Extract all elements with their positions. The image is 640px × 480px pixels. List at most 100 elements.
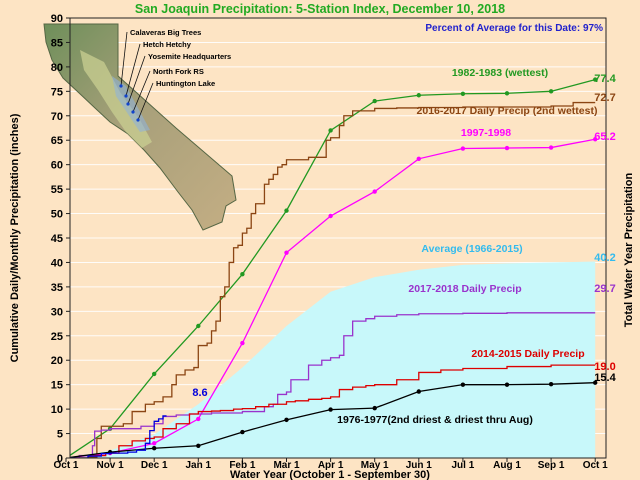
x-tick-label: Oct 1 (53, 460, 78, 471)
series-name-label-5: 1976-1977(2nd driest & driest thru Aug) (337, 414, 533, 426)
series-point-0 (328, 128, 333, 133)
series-total-label-0: 77.4 (594, 73, 616, 85)
series-point-2 (284, 250, 289, 255)
series-point-0 (284, 208, 289, 213)
map-station-label: Calaveras Big Trees (130, 28, 201, 37)
map-station-markers (119, 31, 154, 122)
map-station-label: Hetch Hetchy (143, 40, 192, 49)
series-name-label-3: 2017-2018 Daily Precip (408, 283, 521, 295)
series-point-0 (372, 98, 377, 104)
y-tick-label: 0 (57, 453, 63, 465)
series-name-label-4: 2014-2015 Daily Precip (471, 348, 584, 360)
map-station-label: Yosemite Headquarters (148, 52, 231, 61)
series-point-0 (593, 77, 598, 82)
percent-of-average-note: Percent of Average for this Date: 97% (425, 23, 603, 34)
series-point-5 (240, 429, 245, 435)
y-tick-label: 60 (51, 160, 63, 172)
series-point-0 (240, 271, 245, 277)
y-tick-label: 70 (51, 111, 63, 123)
map-station-label: North Fork RS (153, 67, 204, 76)
chart-marks (70, 77, 598, 458)
y-axis-ticks: 0 5 10 15 20 25 30 35 40 45 50 55 60 65 70 75 80 85 90 (51, 13, 70, 465)
series-point-2 (504, 145, 510, 151)
series-point-0 (416, 93, 421, 98)
map-station-label: Huntington Lake (156, 79, 215, 88)
y-tick-label: 25 (51, 331, 63, 343)
series-total-label-5: 15.4 (594, 372, 616, 384)
series-point-2 (152, 441, 157, 446)
x-tick-label: Mar 1 (273, 460, 300, 471)
y-tick-label: 15 (51, 380, 63, 392)
average-total-label: 40.2 (594, 252, 615, 264)
y-tick-label: 90 (51, 13, 63, 25)
x-tick-label: Feb 1 (229, 460, 256, 471)
series-point-2 (416, 156, 421, 161)
y-tick-label: 85 (51, 37, 63, 49)
map-station-dot (119, 84, 123, 88)
map-station-dot (136, 118, 140, 122)
x-tick-label: Apr 1 (318, 460, 344, 471)
series-point-5 (152, 446, 157, 451)
y-tick-label: 5 (57, 429, 63, 441)
series-total-label-4: 19.0 (594, 361, 615, 373)
map-station-dot (131, 110, 135, 114)
sierra-highlight-shape (112, 76, 150, 132)
california-map (43, 23, 237, 231)
series-point-5 (196, 443, 201, 448)
y-tick-label: 50 (51, 209, 63, 221)
series-point-2 (328, 213, 333, 219)
series-point-5 (460, 382, 466, 387)
series-name-label-1: 2016-2017 Daily Precip (2nd wettest) (417, 105, 598, 117)
y-tick-label: 20 (51, 355, 63, 367)
average-name-label: Average (1966-2015) (421, 243, 522, 255)
x-tick-label: Jun 1 (406, 460, 433, 471)
series-point-5 (593, 380, 598, 385)
y-tick-label: 30 (51, 306, 63, 318)
map-leader-line (125, 43, 141, 97)
x-axis-label: Water Year (October 1 - September 30) (230, 469, 430, 480)
series-point-5 (416, 389, 421, 394)
y-tick-label: 65 (51, 135, 63, 147)
chart-title: San Joaquin Precipitation: 5-Station Ind… (135, 2, 505, 16)
series-point-2 (548, 145, 554, 150)
central-valley-shape (80, 50, 152, 148)
map-leader-line (137, 82, 154, 121)
series-point-5 (372, 405, 377, 411)
x-tick-label: Nov 1 (96, 460, 124, 471)
series-point-2 (460, 146, 466, 151)
series-total-label-1: 72.7 (594, 92, 615, 104)
x-tick-label: Jan 1 (186, 460, 212, 471)
series-labels: 1982-1983 (wettest) 77.4 2016-2017 Daily P… (192, 67, 616, 426)
x-tick-label: Oct 1 (583, 460, 608, 471)
map-station-dot (126, 102, 130, 106)
y-tick-label: 55 (51, 184, 63, 196)
x-tick-label: Sep 1 (538, 460, 565, 471)
series-point-5 (548, 381, 554, 387)
map-leader-line (120, 31, 128, 87)
series-point-5 (328, 407, 333, 412)
y-tick-label: 35 (51, 282, 63, 294)
series-line-1 (70, 101, 596, 458)
right-axis-label: Total Water Year Precipitation (623, 172, 635, 327)
series-point-5 (504, 382, 510, 387)
series-point-0 (196, 323, 201, 329)
y-axis-label: Cumulative Daily/Monthly Precipitation (… (9, 113, 21, 362)
series-point-0 (152, 371, 157, 377)
x-tick-label: Jul 1 (452, 460, 475, 471)
y-tick-label: 80 (51, 62, 63, 74)
series-point-0 (460, 91, 466, 96)
series-point-2 (240, 340, 245, 346)
map-leader-line (127, 55, 146, 105)
series-total-label-6: 8.6 (192, 387, 207, 399)
series-point-2 (593, 137, 598, 142)
y-tick-label: 40 (51, 257, 63, 269)
y-tick-label: 10 (51, 404, 63, 416)
y-tick-label: 75 (51, 86, 63, 98)
map-leader-line (132, 70, 151, 113)
series-point-2 (196, 416, 201, 422)
x-tick-label: May 1 (361, 460, 389, 471)
series-point-5 (284, 417, 289, 423)
series-point-0 (548, 89, 554, 94)
series-name-label-0: 1982-1983 (wettest) (452, 67, 548, 79)
series-name-label-2: 1997-1998 (461, 127, 511, 139)
